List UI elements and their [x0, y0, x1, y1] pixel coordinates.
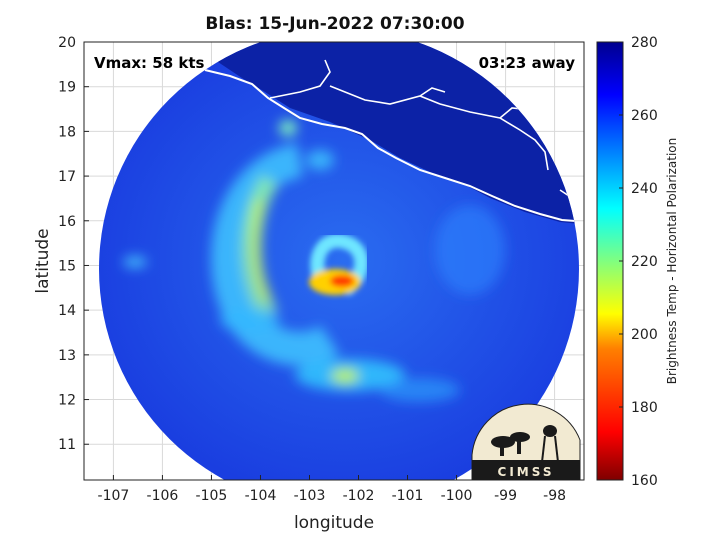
x-tick-label: -98 [543, 488, 566, 504]
y-tick-label: 16 [58, 214, 76, 230]
axes-frame [83, 41, 585, 481]
y-tick-label: 18 [58, 124, 76, 140]
coastline [204, 69, 579, 223]
y-axis-ticks: 11 12 13 14 15 16 17 18 19 20 [58, 35, 89, 453]
vmax-annotation: Vmax: 58 kts [94, 54, 204, 72]
y-tick-label: 19 [58, 80, 76, 96]
microwave-swath [99, 42, 579, 480]
colorbar-ticks: 160 180 200 220 240 260 280 [619, 35, 658, 489]
y-tick-label: 13 [58, 348, 76, 364]
satellite-dish-icon [491, 432, 530, 456]
x-axis-ticks: -107 -106 -105 -104 -103 -102 -101 -100 -99 -98 [98, 475, 566, 504]
x-tick-label: -106 [147, 488, 179, 504]
colorbar-tick-label: 220 [631, 254, 658, 270]
rainbands [123, 120, 505, 402]
y-tick-label: 20 [58, 35, 76, 51]
x-tick-label: -99 [494, 488, 517, 504]
colorbar-tick-label: 280 [631, 35, 658, 51]
colorbar-tick-label: 260 [631, 108, 658, 124]
cimss-logo: CIMSS [471, 403, 581, 481]
state-borders [269, 59, 576, 201]
y-tick-label: 12 [58, 393, 76, 409]
colorbar-tick-label: 240 [631, 181, 658, 197]
water-tower-icon [541, 425, 559, 463]
colorbar-tick-label: 200 [631, 327, 658, 343]
y-tick-label: 14 [58, 303, 76, 319]
colorbar-tick-label: 180 [631, 400, 658, 416]
x-tick-label: -104 [245, 488, 277, 504]
colorbar-tick-label: 160 [631, 473, 658, 489]
cimss-logo-text: CIMSS [498, 465, 555, 479]
x-tick-label: -103 [294, 488, 326, 504]
y-tick-label: 17 [58, 169, 76, 185]
y-tick-label: 15 [58, 258, 76, 274]
x-tick-label: -107 [98, 488, 130, 504]
y-axis-label: latitude [33, 228, 53, 293]
chart-title: Blas: 15-Jun-2022 07:30:00 [205, 14, 465, 34]
x-tick-label: -105 [196, 488, 228, 504]
storm-core [309, 233, 369, 297]
y-tick-label: 11 [58, 437, 76, 453]
x-tick-label: -101 [392, 488, 424, 504]
colorbar-label: Brightness Temp - Horizontal Polarizatio… [665, 138, 679, 385]
time-away-annotation: 03:23 away [479, 54, 576, 72]
x-tick-label: -102 [343, 488, 375, 504]
x-axis-label: longitude [294, 513, 374, 533]
x-tick-label: -100 [441, 488, 473, 504]
